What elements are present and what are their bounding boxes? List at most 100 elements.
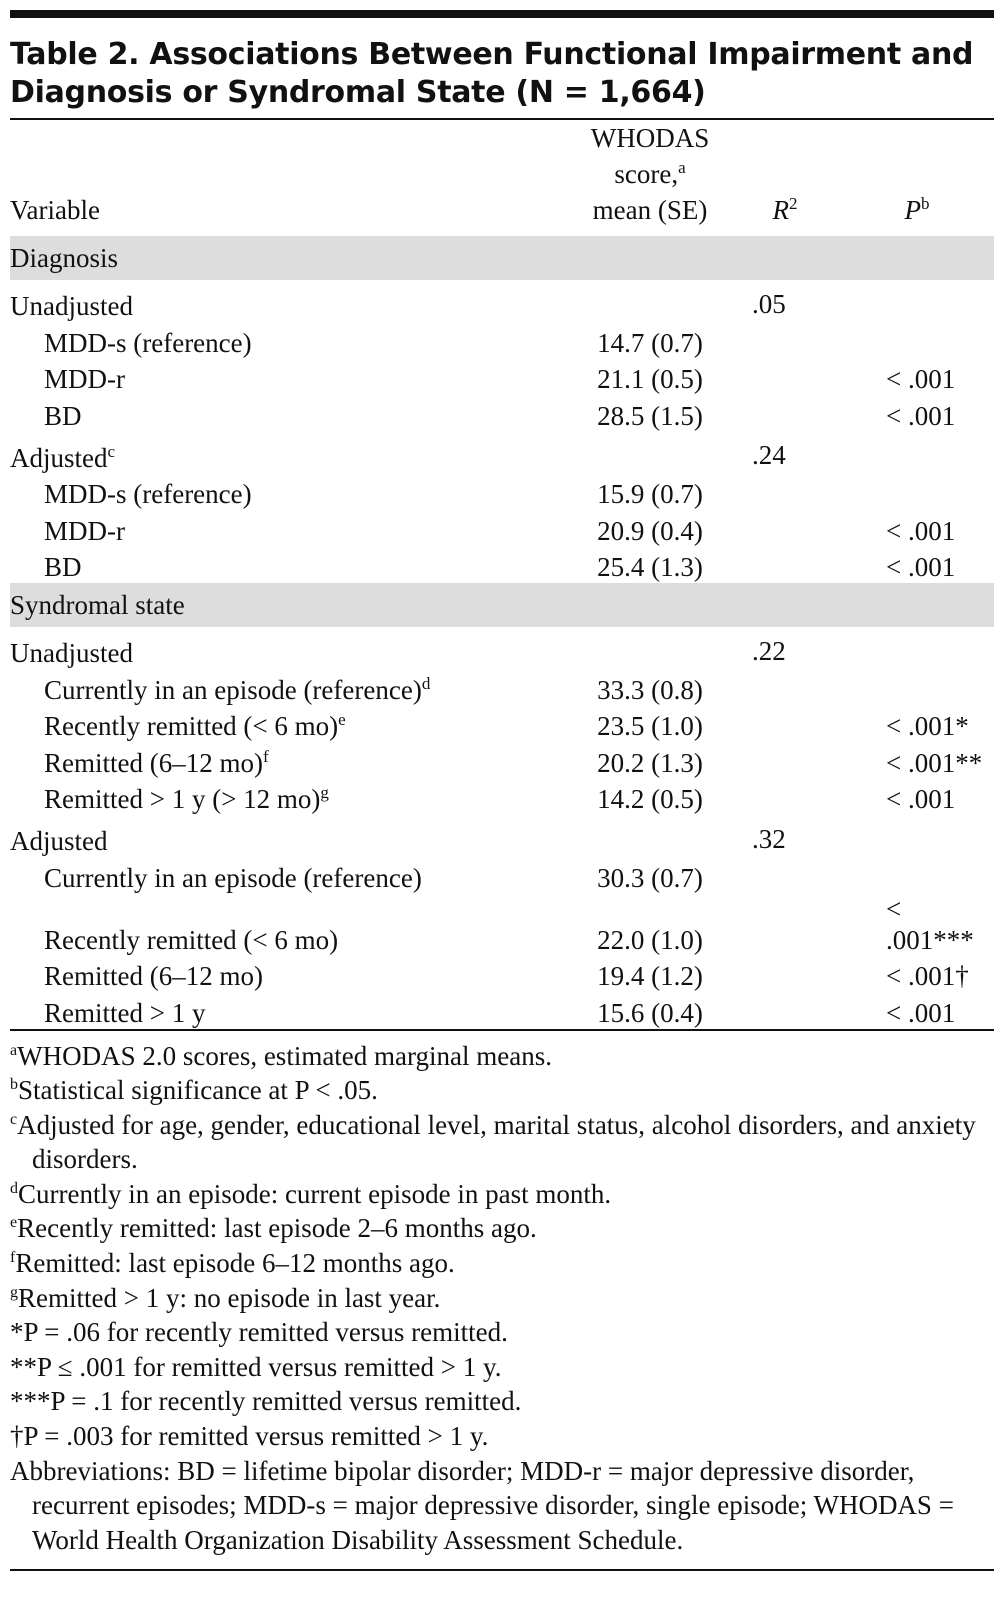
footnote-text: Statistical significance at P < .05. xyxy=(18,1075,378,1106)
p-value xyxy=(840,857,994,894)
footnote: gRemitted > 1 y: no episode in last year… xyxy=(10,1281,994,1316)
r2-value: .05 xyxy=(752,288,786,319)
table-title: Table 2. Associations Between Functional… xyxy=(10,37,974,110)
empty-cell xyxy=(570,815,730,857)
footnote-mark: c xyxy=(10,1110,18,1128)
table-row: BD 28.5 (1.5) < .001 xyxy=(10,395,994,432)
empty-cell xyxy=(730,742,840,779)
footnote-mark: g xyxy=(10,1283,18,1301)
table-page: Table 2. Associations Between Functional… xyxy=(10,10,994,1572)
group-row: Adjusted .32 xyxy=(10,815,994,857)
empty-cell xyxy=(730,395,840,432)
empty-cell xyxy=(570,432,730,474)
footnote-text: ***P = .1 for recently remitted versus r… xyxy=(10,1386,522,1417)
row-label: Recently remitted (< 6 mo) xyxy=(10,894,570,956)
empty-cell xyxy=(730,510,840,547)
group-label: Adjusted xyxy=(10,815,570,857)
p-value: < .001** xyxy=(886,747,983,778)
table-row: BD 25.4 (1.3) < .001 xyxy=(10,547,994,584)
section-row: Diagnosis xyxy=(10,236,994,280)
top-rule xyxy=(10,10,994,18)
r2-value: .24 xyxy=(752,440,786,470)
row-label: Currently in an episode (reference)d xyxy=(10,669,570,706)
footnote-text: Recently remitted: last episode 2–6 mont… xyxy=(17,1213,537,1244)
empty-cell xyxy=(730,992,840,1029)
empty-cell xyxy=(570,627,730,669)
footnote: fRemitted: last episode 6–12 months ago. xyxy=(10,1246,994,1281)
table-body: Diagnosis Unadjusted .05 MDD-s (reference) 1… xyxy=(10,236,994,1029)
footnote: bStatistical significance at P < .05. xyxy=(10,1073,994,1108)
footnote-marker: f xyxy=(262,746,269,766)
footnote-text: *P = .06 for recently remitted versus re… xyxy=(10,1317,508,1348)
row-label: Currently in an episode (reference) xyxy=(10,857,570,894)
footnote-marker: g xyxy=(320,783,329,802)
whodas-score: 30.3 (0.7) xyxy=(597,862,703,893)
group-label-text: Adjusted xyxy=(10,442,108,473)
row-label: MDD-s (reference) xyxy=(10,322,570,359)
p-value: < .001 xyxy=(886,784,956,814)
group-label-text: Unadjusted xyxy=(10,638,133,668)
table-row: MDD-r 21.1 (0.5) < .001 xyxy=(10,359,994,396)
group-label: Adjustedc xyxy=(10,432,570,474)
whodas-score: 21.1 (0.5) xyxy=(597,364,703,394)
row-label-text: Recently remitted (< 6 mo) xyxy=(44,924,339,955)
p-value xyxy=(840,474,994,511)
footnote: **P ≤ .001 for remitted versus remitted … xyxy=(10,1350,994,1385)
empty-cell xyxy=(730,956,840,993)
group-row: Unadjusted .22 xyxy=(10,627,994,669)
empty-cell xyxy=(840,815,994,857)
whodas-score: 25.4 (1.3) xyxy=(597,552,703,582)
footnote: *P = .06 for recently remitted versus re… xyxy=(10,1315,994,1350)
section-label: Syndromal state xyxy=(10,583,994,627)
footnotes: aWHODAS 2.0 scores, estimated marginal m… xyxy=(10,1031,994,1558)
p-value: < .001*** xyxy=(886,893,974,955)
whodas-score: 20.2 (1.3) xyxy=(597,747,703,778)
whodas-score: 33.3 (0.8) xyxy=(597,674,703,705)
footnote-text: Remitted: last episode 6–12 months ago. xyxy=(15,1248,455,1279)
row-label-text: BD xyxy=(44,400,82,431)
p-value: < .001 xyxy=(886,997,956,1028)
row-label: Remitted (6–12 mo)f xyxy=(10,742,570,779)
p-value: < .001 xyxy=(886,515,956,546)
row-label-text: Remitted (6–12 mo) xyxy=(44,747,263,778)
row-label: MDD-s (reference) xyxy=(10,474,570,511)
whodas-score: 15.9 (0.7) xyxy=(597,479,703,509)
group-label: Unadjusted xyxy=(10,280,570,322)
whodas-score: 14.2 (0.5) xyxy=(597,784,703,814)
row-label-text: BD xyxy=(44,552,82,582)
empty-cell xyxy=(730,779,840,816)
header-row: Variable WHODAS score,a mean (SE) R2 Pb xyxy=(10,120,994,236)
p-value: < .001* xyxy=(886,711,969,741)
title-rule xyxy=(10,118,994,120)
table-row: MDD-r 20.9 (0.4) < .001 xyxy=(10,510,994,547)
whodas-score: 22.0 (1.0) xyxy=(597,924,703,955)
whodas-score: 23.5 (1.0) xyxy=(597,711,703,741)
results-table: Variable WHODAS score,a mean (SE) R2 Pb … xyxy=(10,120,994,1029)
empty-cell xyxy=(570,280,730,322)
empty-cell xyxy=(730,474,840,511)
table-row: Recently remitted (< 6 mo) 22.0 (1.0) < .0… xyxy=(10,894,994,956)
footnote: ***P = .1 for recently remitted versus r… xyxy=(10,1384,994,1419)
empty-cell xyxy=(730,669,840,706)
row-label: BD xyxy=(10,395,570,432)
header-variable: Variable xyxy=(10,195,100,225)
r2-value: .32 xyxy=(752,823,786,854)
row-label-text: Currently in an episode (reference) xyxy=(44,862,422,893)
empty-cell xyxy=(730,359,840,396)
table-row: Remitted (6–12 mo) 19.4 (1.2) < .001† xyxy=(10,956,994,993)
footnote: eRecently remitted: last episode 2–6 mon… xyxy=(10,1211,994,1246)
row-label-text: MDD-s (reference) xyxy=(44,327,252,358)
footnote-mark: d xyxy=(10,1179,18,1197)
header-p: Pb xyxy=(904,194,930,225)
empty-cell xyxy=(730,322,840,359)
footnote-text: Currently in an episode: current episode… xyxy=(18,1178,612,1209)
row-label-text: MDD-r xyxy=(44,364,125,394)
row-label-text: MDD-s (reference) xyxy=(44,479,252,509)
row-label-text: MDD-r xyxy=(44,515,125,546)
row-label: MDD-r xyxy=(10,359,570,396)
row-label: Remitted (6–12 mo) xyxy=(10,956,570,993)
footnote-marker: e xyxy=(338,710,346,729)
group-label-text: Unadjusted xyxy=(10,291,133,321)
p-value: < .001 xyxy=(886,364,956,394)
footnote-mark: f xyxy=(10,1249,16,1267)
